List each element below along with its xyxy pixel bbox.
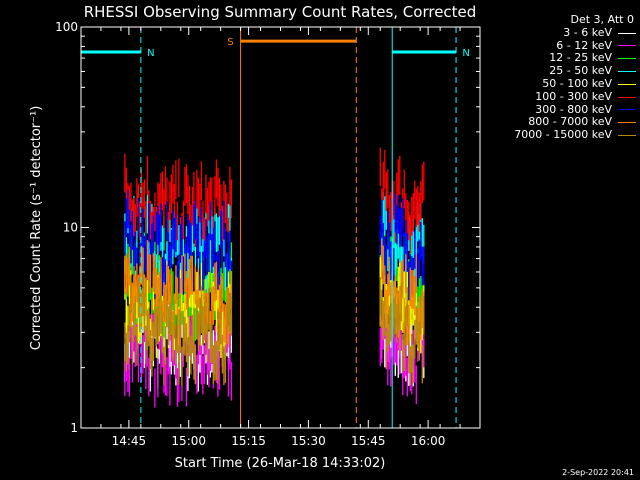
data-series-layer xyxy=(124,147,425,408)
legend-swatch xyxy=(618,109,636,111)
legend-item-4: 50 - 100 keV xyxy=(470,76,636,91)
legend-entries: 3 - 6 keV 6 - 12 keV 12 - 25 keV 25 - 50 ke… xyxy=(470,25,636,142)
x-tick-label-0: 14:45 xyxy=(112,434,147,448)
legend-item-label: 50 - 100 keV xyxy=(542,76,612,90)
legend-header: Det 3, Att 0 xyxy=(570,13,635,26)
legend-item-2: 12 - 25 keV xyxy=(470,52,636,65)
legend-item-8: 7000 - 15000 keV xyxy=(470,128,636,142)
legend-item-3: 25 - 50 keV xyxy=(470,64,636,78)
legend-item-5: 100 - 300 keV xyxy=(470,89,636,104)
legend-swatch xyxy=(618,96,636,98)
footer-date: 2-Sep-2022 20:41 xyxy=(562,468,634,477)
legend-swatch xyxy=(618,71,636,73)
x-tick-label-1: 15:00 xyxy=(171,434,206,448)
legend-swatch xyxy=(618,135,636,137)
y-tick-label-1: 10 xyxy=(63,221,78,235)
annotation-label-0: N xyxy=(147,48,154,59)
legend-item-label: 7000 - 15000 keV xyxy=(514,128,612,142)
legend-item-label: 3 - 6 keV xyxy=(563,25,612,39)
legend-swatch xyxy=(618,45,636,47)
legend-swatch xyxy=(618,58,636,60)
annotation-label-2: S xyxy=(227,37,233,48)
series-8 xyxy=(124,275,425,386)
legend-item-0: 3 - 6 keV xyxy=(470,25,636,40)
legend-item-label: 100 - 300 keV xyxy=(535,89,612,103)
y-tick-label-2: 100 xyxy=(55,20,78,34)
annotation-label-1: N xyxy=(462,48,469,59)
x-tick-label-4: 15:45 xyxy=(351,434,386,448)
y-axis-label: Corrected Count Rate (s⁻¹ detector⁻¹) xyxy=(29,106,44,351)
legend-swatch xyxy=(618,122,636,124)
legend-item-label: 800 - 7000 keV xyxy=(528,115,612,129)
legend-item-7: 800 - 7000 keV xyxy=(470,116,636,129)
legend-item-label: 12 - 25 keV xyxy=(549,51,612,65)
legend-item-6: 300 - 800 keV xyxy=(470,102,636,117)
x-tick-label-2: 15:15 xyxy=(231,434,266,448)
legend-item-label: 25 - 50 keV xyxy=(549,64,612,78)
legend-item-1: 6 - 12 keV xyxy=(470,38,636,53)
legend-item-label: 6 - 12 keV xyxy=(556,38,612,52)
legend-item-label: 300 - 800 keV xyxy=(535,102,612,116)
legend-swatch xyxy=(618,32,636,34)
x-axis-label: Start Time (26-Mar-18 14:33:02) xyxy=(175,456,386,471)
x-tick-label-5: 16:00 xyxy=(411,434,446,448)
legend-swatch xyxy=(618,83,636,85)
axes: 1 10 100 14:45 15:00 15:15 15:30 15:45 16:00 xyxy=(55,20,481,448)
x-tick-label-3: 15:30 xyxy=(291,434,326,448)
chart-title: RHESSI Observing Summary Count Rates, Co… xyxy=(84,3,477,21)
y-tick-label-0: 1 xyxy=(70,421,78,435)
series-5 xyxy=(124,147,425,257)
legend: Det 3, Att 0 3 - 6 keV 6 - 12 keV 12 - 25 … xyxy=(470,13,636,142)
